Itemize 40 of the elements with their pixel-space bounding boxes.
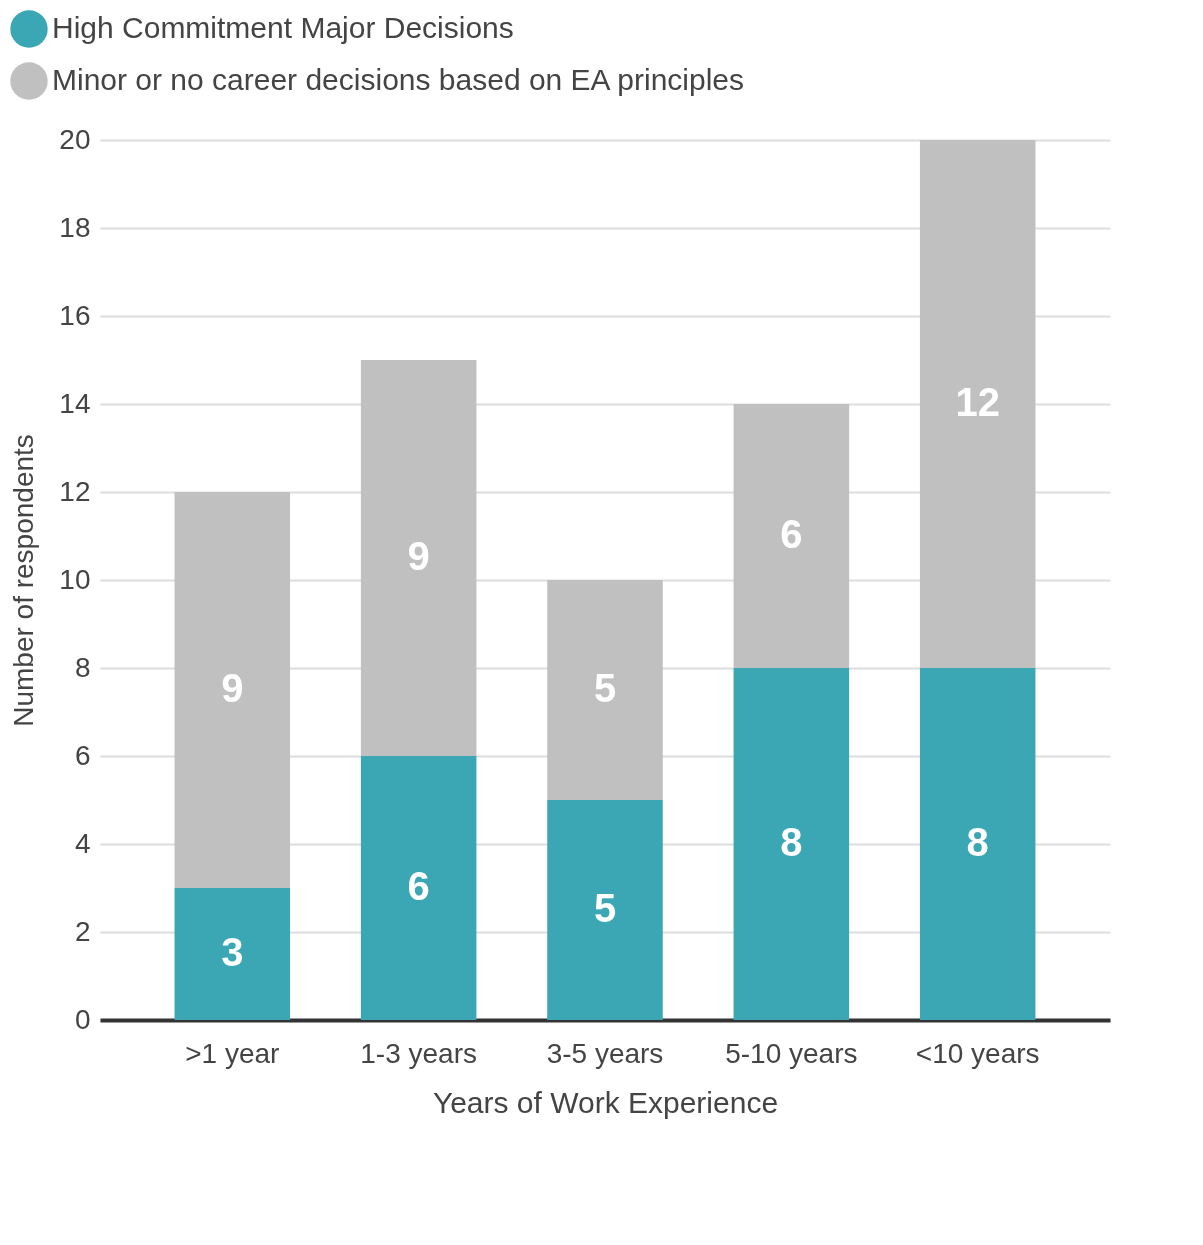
legend-label: Minor or no career decisions based on EA principles [52, 63, 745, 96]
x-tick-label: 5-10 years [725, 1037, 858, 1069]
y-tick-label: 14 [59, 387, 91, 419]
bar [360, 756, 477, 1020]
y-tick-label: 2 [74, 915, 91, 947]
data-label: 3 [221, 930, 244, 974]
y-tick-label: 4 [74, 827, 91, 859]
bar [733, 668, 850, 1020]
bar [360, 360, 477, 756]
bar [547, 580, 663, 800]
y-tick-label: 0 [74, 1003, 91, 1035]
data-label: 8 [966, 820, 989, 864]
x-tick-label: >1 year [185, 1037, 280, 1069]
data-label: 8 [780, 820, 803, 864]
bar [919, 140, 1036, 668]
bar [919, 668, 1036, 1020]
x-tick-label: 1-3 years [360, 1037, 478, 1069]
y-axis-title: Number of respondents [8, 434, 40, 727]
y-tick-label: 20 [59, 123, 91, 155]
data-label: 5 [593, 886, 617, 930]
data-label: 5 [593, 666, 617, 710]
data-label: 6 [407, 864, 430, 908]
y-tick-label: 10 [59, 563, 91, 595]
bar [174, 888, 291, 1020]
data-label: 9 [221, 666, 244, 710]
x-tick-label: <10 years [915, 1037, 1040, 1069]
y-tick-label: 12 [59, 475, 91, 507]
x-axis-title: Years of Work Experience [432, 1085, 779, 1119]
y-tick-label: 16 [59, 299, 91, 331]
legend-label: High Commitment Major Decisions [52, 11, 514, 44]
bar [547, 800, 663, 1020]
y-tick-label: 6 [74, 739, 91, 771]
bar [174, 492, 291, 888]
y-tick-label: 18 [59, 211, 91, 243]
data-label: 6 [780, 512, 803, 556]
data-label: 9 [407, 534, 430, 578]
y-tick-label: 8 [74, 651, 91, 683]
x-tick-label: 3-5 years [546, 1037, 664, 1069]
bar [733, 404, 850, 668]
data-label: 12 [955, 380, 1000, 424]
